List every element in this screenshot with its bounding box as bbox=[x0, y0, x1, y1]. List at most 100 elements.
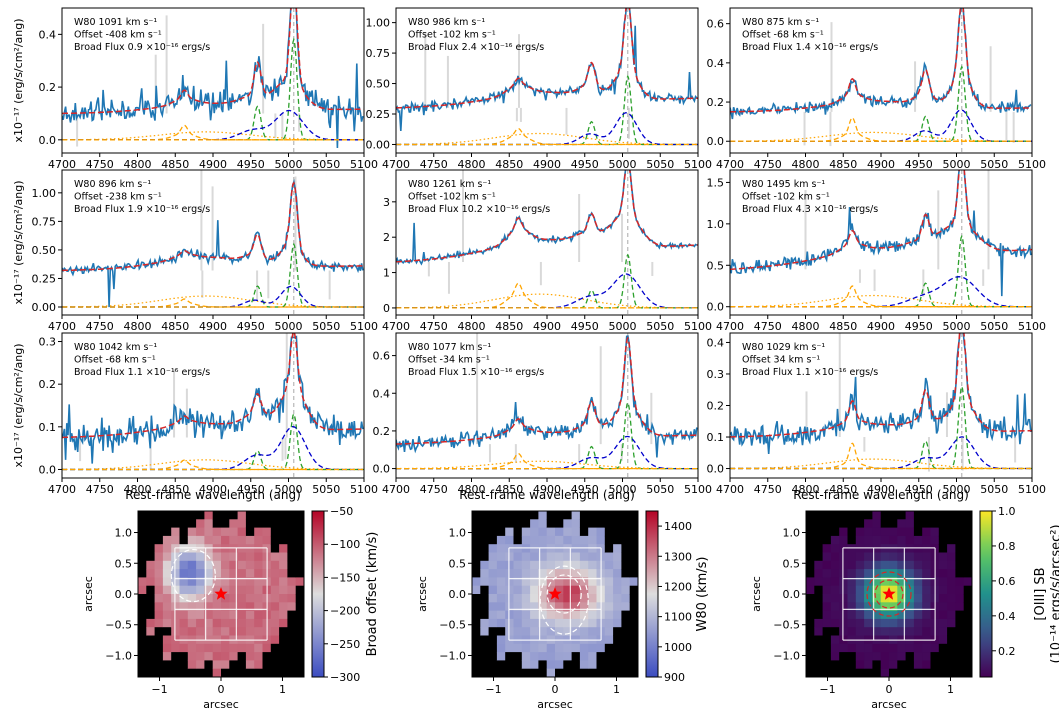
map-pixel bbox=[621, 569, 631, 578]
map-pixel bbox=[138, 527, 147, 537]
map-pixel bbox=[621, 602, 631, 611]
map-pixel bbox=[963, 560, 973, 570]
map-pixel bbox=[287, 660, 297, 670]
map-pixel bbox=[146, 668, 155, 678]
map-pixel bbox=[530, 668, 539, 678]
map-pixel bbox=[806, 585, 815, 595]
map-pixel bbox=[472, 527, 481, 537]
map-pixel bbox=[538, 569, 548, 578]
panel-plot-area bbox=[396, 8, 698, 153]
colorbar-tick-label: −250 bbox=[330, 638, 360, 651]
map-pixel bbox=[196, 602, 205, 611]
map-pixel bbox=[579, 527, 589, 537]
map-pixel bbox=[196, 577, 205, 587]
map-pixel bbox=[855, 602, 865, 611]
map-pixel bbox=[629, 535, 639, 545]
panel-annotation: W80 1261 km s⁻¹ bbox=[408, 179, 491, 190]
map-pixel bbox=[629, 544, 639, 553]
map-pixel bbox=[864, 560, 873, 570]
map-pixel bbox=[279, 519, 288, 528]
map-pixel bbox=[963, 660, 973, 670]
map-pixel bbox=[162, 602, 172, 611]
map-pixel bbox=[629, 602, 639, 611]
map-pixel bbox=[555, 660, 564, 670]
map-pixel bbox=[579, 569, 589, 578]
map-pixel bbox=[480, 552, 489, 562]
x-tick-label: 5100 bbox=[684, 320, 712, 333]
y-tick-label: 0.2 bbox=[39, 81, 57, 94]
map-pixel bbox=[897, 627, 906, 636]
map-pixel bbox=[154, 635, 164, 645]
map-pixel bbox=[196, 519, 205, 528]
x-tick-label: 4800 bbox=[124, 483, 152, 496]
map-pixel bbox=[196, 660, 205, 670]
map-pixel bbox=[621, 635, 631, 645]
map-pixel bbox=[270, 627, 280, 636]
map-pixel bbox=[187, 594, 197, 603]
x-tick-label: 4700 bbox=[382, 158, 410, 171]
map-pixel bbox=[822, 618, 832, 628]
map-pixel bbox=[295, 660, 305, 670]
map-pixel bbox=[138, 511, 147, 520]
x-tick-label: 5050 bbox=[646, 320, 674, 333]
map-pixel bbox=[496, 635, 506, 645]
y-tick-label: 0.0 bbox=[707, 301, 725, 314]
x-tick-label: 4950 bbox=[905, 483, 933, 496]
map-pixel bbox=[955, 577, 965, 587]
map-pixel bbox=[546, 544, 556, 553]
contour bbox=[546, 574, 582, 614]
map-pixel bbox=[579, 544, 589, 553]
map-pixel bbox=[847, 627, 857, 636]
map-pixel bbox=[889, 602, 898, 611]
map-pixel bbox=[889, 552, 898, 562]
map-pixel bbox=[588, 569, 597, 578]
map-pixel bbox=[563, 602, 572, 611]
map-pixel bbox=[905, 544, 915, 553]
map-pixel bbox=[855, 643, 865, 653]
map-pixel bbox=[864, 527, 873, 537]
map-pixel bbox=[245, 643, 255, 653]
x-tick-label: 4750 bbox=[86, 483, 114, 496]
map-pixel bbox=[555, 552, 564, 562]
map-pixel bbox=[839, 527, 848, 537]
map-pixel bbox=[229, 618, 238, 628]
panel-annotation: Broad Flux 10.2 ×10⁻¹⁶ ergs/s bbox=[408, 204, 550, 215]
map-pixel bbox=[513, 577, 523, 587]
colorbar-tick-label: 1200 bbox=[664, 580, 692, 593]
map-pixel bbox=[538, 643, 548, 653]
map-pixel bbox=[496, 668, 506, 678]
map-pixel bbox=[596, 535, 606, 545]
map-pixel bbox=[187, 569, 197, 578]
map-pixel bbox=[839, 643, 848, 653]
map-pixel bbox=[806, 635, 815, 645]
x-tick-label: 5050 bbox=[980, 483, 1008, 496]
map-pixel bbox=[245, 594, 255, 603]
map-pixel bbox=[171, 668, 180, 678]
map-pixel bbox=[629, 635, 639, 645]
map-pixel bbox=[530, 652, 539, 661]
map-pixel bbox=[621, 544, 631, 553]
map-pixel bbox=[604, 618, 614, 628]
x-tick-label: 5100 bbox=[684, 158, 712, 171]
map-pixel bbox=[847, 618, 857, 628]
map-pixel bbox=[963, 627, 973, 636]
map-pixel bbox=[237, 668, 247, 678]
map-pixel bbox=[212, 594, 222, 603]
spectrum-panel-2: 4700 4750 4800 4850 4900 4950 5000 5050 5100 0.00… bbox=[366, 7, 712, 171]
y-tick-label: −0.5 bbox=[439, 619, 466, 632]
map-pixel bbox=[179, 627, 189, 636]
map-pixel bbox=[872, 660, 882, 670]
map-pixel bbox=[588, 602, 597, 611]
map-pixel bbox=[889, 544, 898, 553]
map-pixel bbox=[579, 660, 589, 670]
map-pixel bbox=[254, 652, 263, 661]
map-pixel bbox=[196, 511, 205, 520]
total-model-fit bbox=[730, 8, 1032, 113]
x-tick-label: 4750 bbox=[86, 158, 114, 171]
map-pixel bbox=[613, 544, 622, 553]
spectrum-y-axis-label: x10⁻¹⁷ (erg/s/cm²/ang) bbox=[12, 180, 25, 304]
map-pixel bbox=[546, 594, 556, 603]
map-pixel bbox=[530, 610, 539, 620]
y-tick-label: 0.0 bbox=[39, 463, 57, 476]
map-x-axis-label: arcsec bbox=[537, 698, 573, 710]
